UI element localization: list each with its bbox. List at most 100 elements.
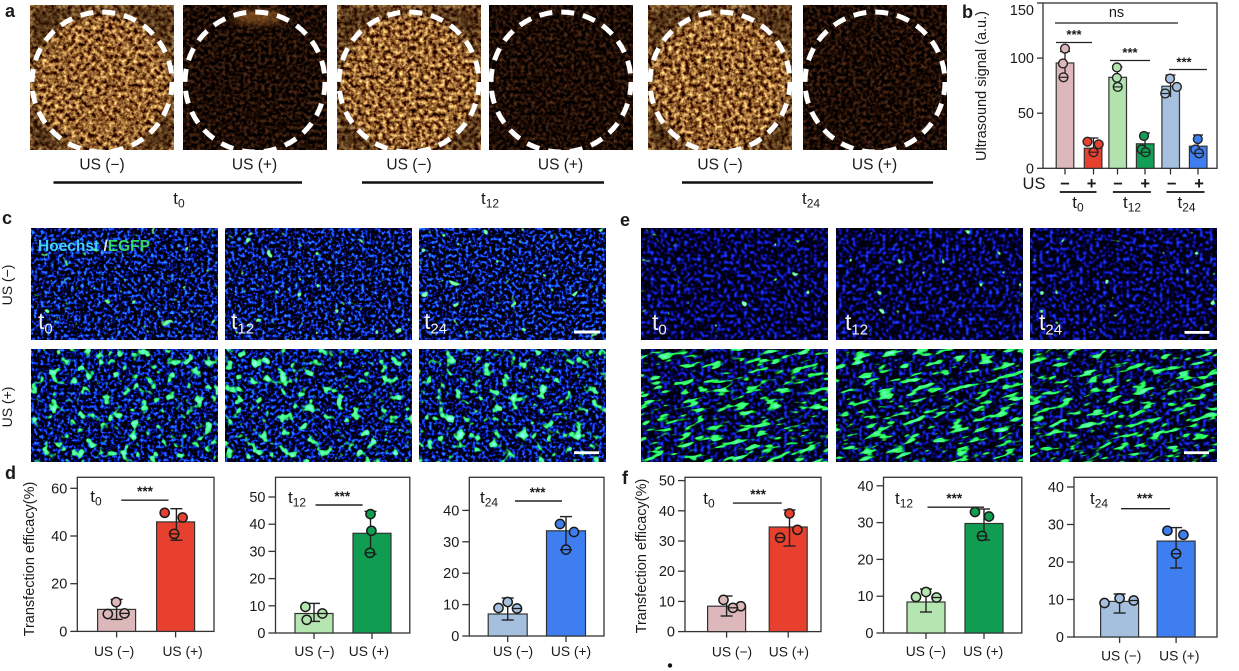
- svg-text:t12: t12: [481, 189, 499, 211]
- svg-text:40: 40: [659, 504, 675, 520]
- svg-text:50: 50: [1018, 106, 1034, 122]
- svg-text:10: 10: [857, 589, 873, 605]
- svg-text:10: 10: [659, 594, 675, 610]
- svg-text:−: −: [1167, 175, 1177, 193]
- svg-text:ns: ns: [1109, 5, 1124, 21]
- svg-text:40: 40: [249, 517, 265, 533]
- svg-text:***: ***: [530, 485, 547, 500]
- svg-text:t0: t0: [173, 189, 185, 211]
- svg-text:***: ***: [1176, 55, 1192, 70]
- svg-text:t24: t24: [480, 488, 498, 510]
- svg-text:30: 30: [857, 516, 873, 532]
- svg-text:t0: t0: [703, 489, 715, 511]
- svg-text:Hoechst /EGFP: Hoechst /EGFP: [38, 238, 150, 255]
- svg-text:+: +: [1194, 175, 1204, 193]
- svg-text:10: 10: [1048, 593, 1064, 609]
- svg-text:***: ***: [750, 487, 767, 502]
- svg-text:20: 20: [443, 566, 459, 582]
- svg-text:20: 20: [857, 552, 873, 568]
- svg-text:t12: t12: [845, 309, 868, 339]
- svg-text:US (−): US (−): [493, 644, 533, 659]
- svg-text:30: 30: [1048, 518, 1064, 534]
- svg-text:US (−): US (−): [712, 645, 752, 660]
- svg-text:a: a: [5, 1, 16, 21]
- svg-text:t12: t12: [231, 308, 254, 338]
- svg-text:US (+): US (+): [0, 387, 15, 428]
- svg-text:0: 0: [865, 626, 873, 642]
- svg-text:0: 0: [59, 624, 67, 640]
- svg-text:US (+): US (+): [769, 645, 809, 660]
- svg-text:t24: t24: [1039, 309, 1062, 339]
- svg-text:***: ***: [1066, 27, 1082, 42]
- svg-text:Transfection efficacy(%): Transfection efficacy(%): [22, 482, 38, 637]
- svg-text:***: ***: [137, 484, 154, 499]
- svg-text:***: ***: [1137, 491, 1154, 506]
- svg-text:US (+): US (+): [232, 157, 277, 174]
- svg-text:c: c: [2, 208, 12, 228]
- svg-text:US (−): US (−): [386, 157, 431, 174]
- svg-text:60: 60: [51, 481, 67, 497]
- svg-text:t24: t24: [1177, 193, 1195, 215]
- svg-text:20: 20: [249, 572, 265, 588]
- svg-text:30: 30: [443, 535, 459, 551]
- svg-text:t24: t24: [1090, 489, 1108, 511]
- svg-text:US (−): US (−): [94, 644, 134, 659]
- svg-text:−: −: [1113, 175, 1123, 193]
- svg-text:30: 30: [249, 544, 265, 560]
- svg-text:40: 40: [51, 529, 67, 545]
- svg-text:US: US: [1023, 175, 1046, 193]
- svg-text:40: 40: [1048, 480, 1064, 496]
- svg-text:t12: t12: [1123, 193, 1141, 215]
- svg-text:−: −: [1060, 175, 1070, 193]
- svg-text:***: ***: [946, 491, 963, 506]
- svg-text:30: 30: [659, 534, 675, 550]
- svg-text:t0: t0: [652, 309, 667, 339]
- svg-text:50: 50: [659, 474, 675, 490]
- svg-text:e: e: [620, 210, 630, 230]
- svg-text:f: f: [622, 468, 629, 488]
- svg-text:40: 40: [857, 479, 873, 495]
- svg-text:***: ***: [1122, 45, 1138, 60]
- svg-text:d: d: [5, 463, 16, 483]
- svg-text:20: 20: [51, 577, 67, 593]
- svg-text:150: 150: [1010, 3, 1034, 19]
- svg-text:0: 0: [451, 629, 459, 645]
- svg-text:US (+): US (+): [1159, 649, 1199, 664]
- svg-text:t0: t0: [90, 487, 102, 509]
- svg-text:US (−): US (−): [1101, 649, 1141, 664]
- svg-text:10: 10: [443, 598, 459, 614]
- svg-text:US (+): US (+): [538, 157, 583, 174]
- svg-text:US (−): US (−): [79, 157, 124, 174]
- svg-text:US (+): US (+): [963, 644, 1003, 659]
- svg-text:US (+): US (+): [551, 644, 591, 659]
- svg-text:100: 100: [1010, 51, 1034, 67]
- svg-text:50: 50: [249, 490, 265, 506]
- svg-text:t0: t0: [1072, 193, 1084, 215]
- svg-text:t24: t24: [802, 189, 820, 211]
- svg-text:40: 40: [443, 503, 459, 519]
- svg-text:0: 0: [1026, 161, 1034, 177]
- svg-text:+: +: [1140, 175, 1150, 193]
- svg-text:t24: t24: [424, 308, 447, 338]
- svg-text:Transfection efficacy(%): Transfection efficacy(%): [634, 479, 650, 634]
- svg-text:t12: t12: [895, 489, 913, 511]
- svg-text:US (−): US (−): [697, 157, 742, 174]
- svg-text:Ultrasound signal (a.u.): Ultrasound signal (a.u.): [974, 11, 990, 161]
- svg-text:+: +: [1087, 175, 1097, 193]
- svg-text:0: 0: [1056, 630, 1064, 646]
- svg-text:US (+): US (+): [349, 644, 389, 659]
- svg-text:US (−): US (−): [294, 644, 334, 659]
- svg-text:US (−): US (−): [0, 265, 15, 306]
- svg-text:b: b: [962, 2, 973, 22]
- svg-text:US (−): US (−): [906, 644, 946, 659]
- svg-text:0: 0: [667, 625, 675, 641]
- svg-text:***: ***: [334, 489, 351, 504]
- svg-text:0: 0: [257, 626, 265, 642]
- svg-text:20: 20: [659, 564, 675, 580]
- svg-text:US (+): US (+): [162, 644, 202, 659]
- svg-text:20: 20: [1048, 555, 1064, 571]
- svg-text:10: 10: [249, 599, 265, 615]
- svg-text:US (+): US (+): [852, 157, 897, 174]
- svg-text:t12: t12: [288, 488, 306, 510]
- svg-text:t0: t0: [38, 308, 53, 338]
